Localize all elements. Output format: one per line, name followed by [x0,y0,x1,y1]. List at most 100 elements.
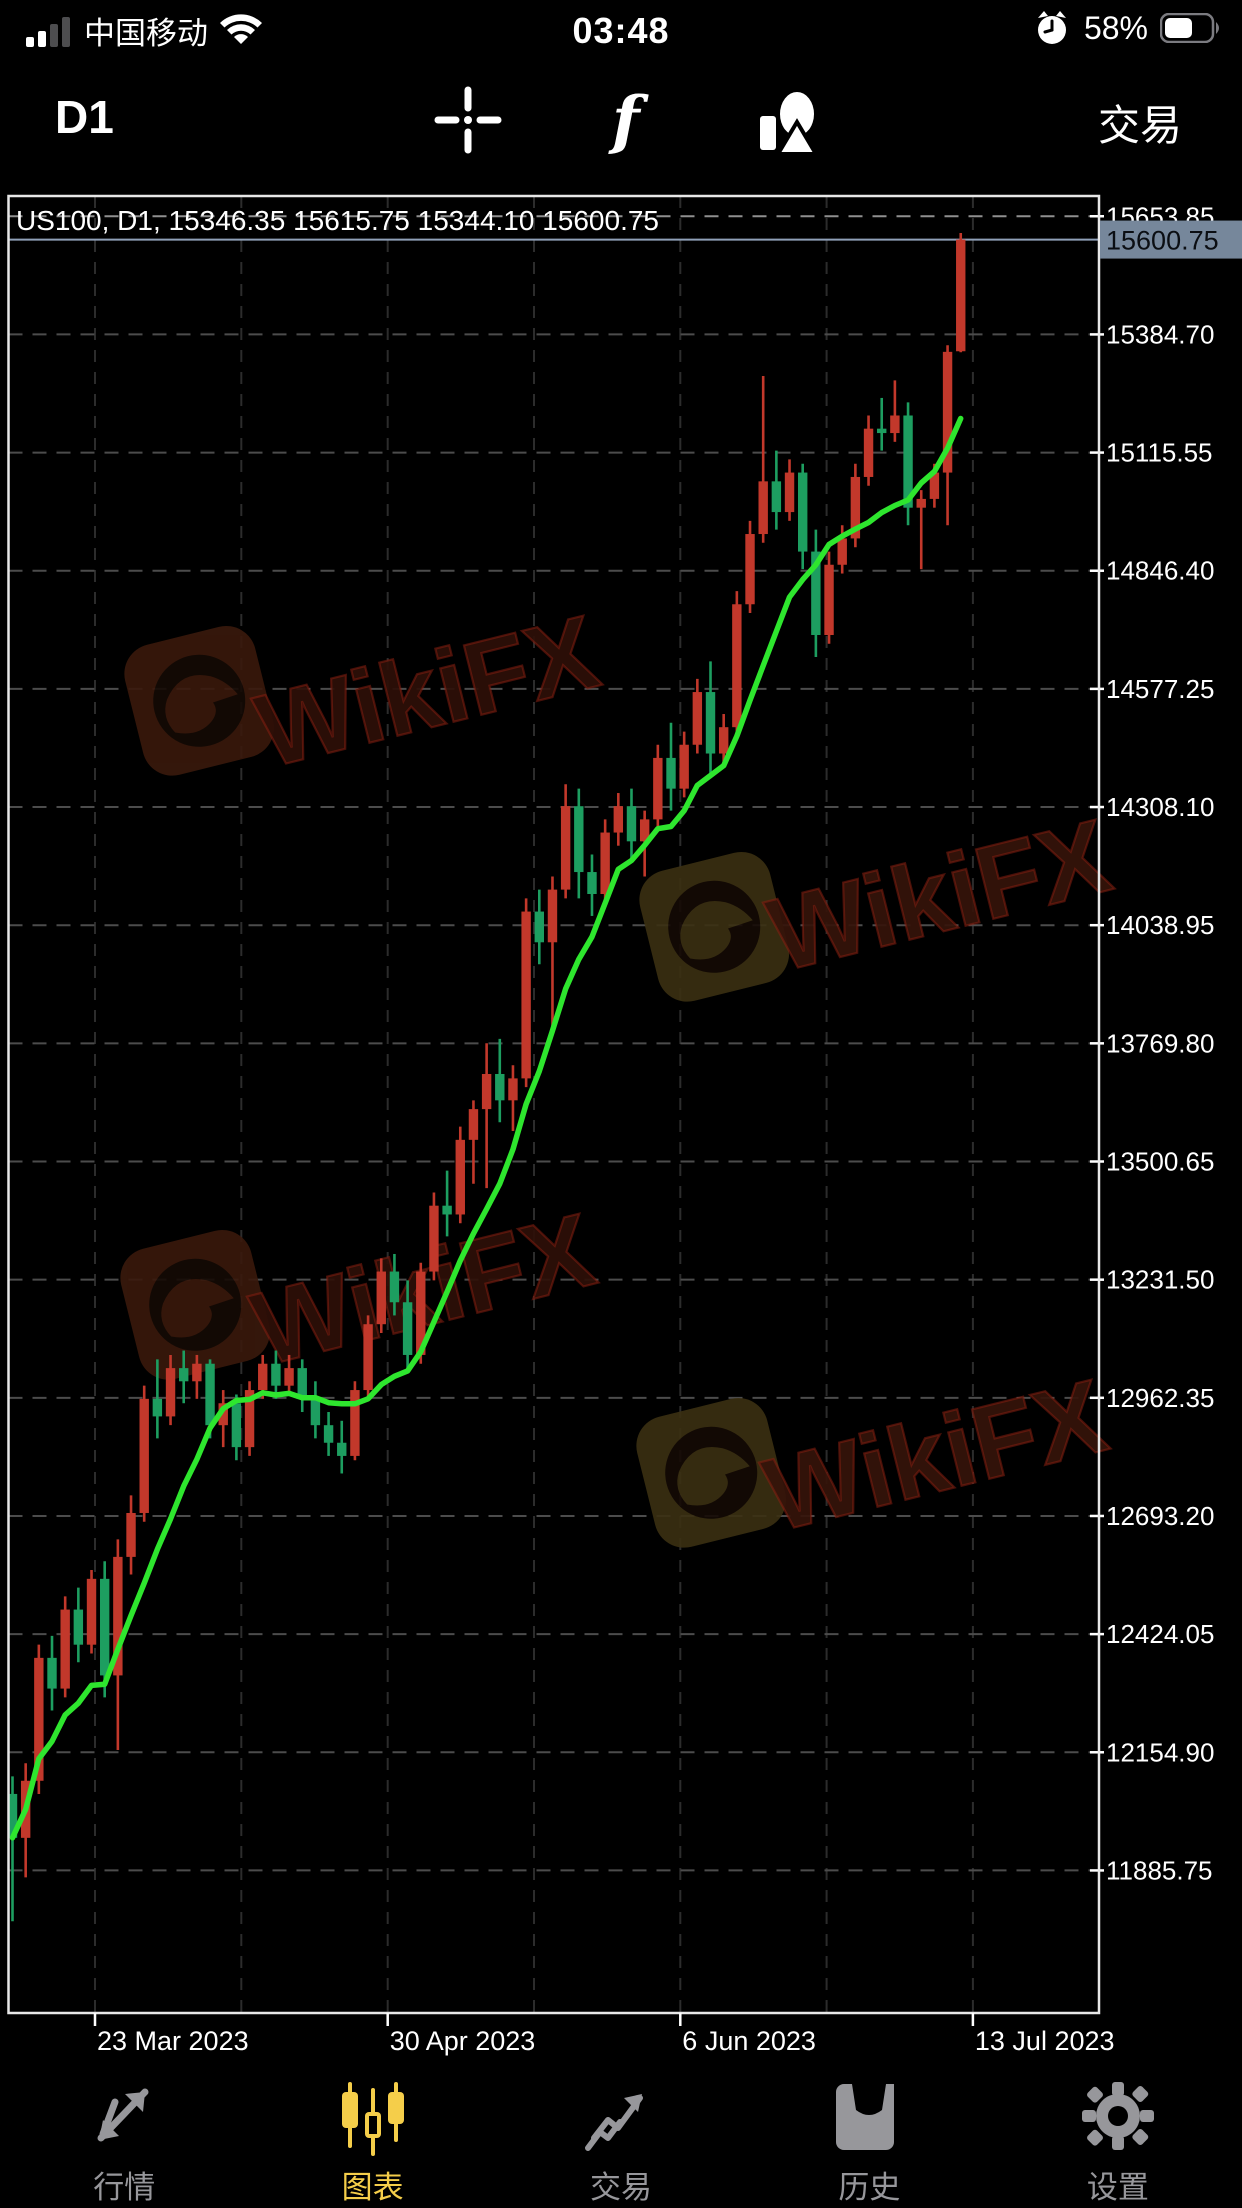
x-axis-label: 13 Jul 2023 [975,2026,1115,2056]
candle-body [877,428,887,434]
tab-quotes[interactable]: 行情 [0,2062,248,2208]
candle-body [508,1078,518,1101]
bottom-tab-bar: 行情 图表 交易 [0,2062,1242,2208]
y-axis-label: 15384.70 [1106,319,1214,349]
candle-body [165,1368,176,1417]
status-bar: 中国移动 03:48 58% [0,0,1242,60]
y-axis-label: 14846.40 [1106,556,1214,586]
candle-body [376,1271,386,1325]
y-axis-label: 13769.80 [1106,1028,1214,1058]
plot-border [7,194,1101,2015]
candle-body [718,727,729,754]
candle-body [890,415,900,434]
tab-trade[interactable]: 交易 [497,2062,745,2208]
candle-body [639,819,650,842]
candle-body [402,1302,413,1355]
candle-body [60,1609,70,1689]
candle-body [416,1271,426,1355]
candle-body [587,872,597,895]
candle-body [429,1205,439,1272]
tab-settings[interactable]: 设置 [994,2062,1242,2208]
candle-body [929,472,940,499]
candle-body [455,1139,465,1215]
candle-body [495,1073,505,1101]
y-axis-label: 11885.75 [1106,1855,1213,1885]
candle-body [600,832,610,895]
y-axis-label: 13500.65 [1106,1147,1214,1177]
candle-body [73,1609,84,1645]
watermark-text: WikiFX [758,798,1122,994]
candle-body [745,534,755,605]
candle-body [323,1425,334,1443]
candle-body [863,428,874,477]
candle-body [653,757,663,820]
candle-body [824,564,834,635]
trade-button[interactable]: 交易 [1097,102,1182,149]
candle-body [99,1578,110,1676]
candle-body [363,1324,373,1391]
candle-body [784,472,795,513]
y-axis-label: 12693.20 [1106,1501,1214,1531]
candle-body [956,239,966,352]
candle-body [758,481,768,535]
candle-body [574,806,584,873]
y-axis-label: 15115.55 [1106,438,1213,468]
candle-body [34,1657,44,1781]
crosshair-icon[interactable] [430,82,506,158]
objects-icon[interactable] [750,82,830,158]
candle-body [560,806,571,890]
timeframe-button[interactable]: D1 [55,91,114,143]
carrier-label: 中国移动 [84,16,208,51]
x-axis-label: 6 Jun 2023 [682,2026,816,2056]
candle-body [903,415,913,508]
tab-quotes-label: 行情 [93,2170,156,2205]
candle-body [442,1205,452,1215]
candle-body [547,889,558,943]
tab-charts-label: 图表 [341,2170,404,2205]
candle-body [534,911,544,943]
watermark-logo [120,1229,271,1380]
candle-body [297,1368,307,1399]
candle-body [218,1403,228,1426]
charts-icon [341,2082,404,2156]
candle-body [152,1398,163,1417]
battery-percent-label: 58% [1083,9,1148,46]
candle-body [468,1109,479,1140]
candle-body [310,1398,321,1426]
y-axis-label: 12962.35 [1106,1383,1214,1413]
candle-body [231,1403,242,1448]
candle-body [613,806,624,833]
signal-bars-icon [26,16,70,47]
candle-body [139,1398,149,1513]
watermark-logo [636,1397,787,1548]
wifi-icon [220,13,262,44]
settings-icon [1081,2082,1154,2150]
indicators-icon[interactable]: f [590,82,666,158]
history-icon [836,2084,895,2150]
y-axis-label: 14038.95 [1106,910,1214,940]
candle-body [679,744,689,789]
candle-body [337,1442,347,1456]
x-axis-label: 23 Mar 2023 [97,2026,249,2056]
candle-body [126,1512,136,1557]
tab-settings-label: 设置 [1086,2170,1149,2205]
ma-line [9,415,964,1841]
watermark-text: WikiFX [246,594,610,790]
status-time: 03:48 [572,10,670,51]
candle-body [811,551,821,635]
tab-history-label: 历史 [838,2170,901,2205]
candle-body [47,1657,57,1689]
watermark-logo [639,851,790,1002]
candle-body [850,476,861,539]
tab-charts[interactable]: 图表 [248,2062,496,2208]
y-axis-label: 12424.05 [1106,1619,1214,1649]
candle-body [481,1073,492,1110]
battery-icon [1160,13,1219,43]
watermark-logo [124,625,275,776]
watermark-text: WikiFX [754,1358,1118,1554]
candle-body [205,1363,215,1426]
svg-text:f: f [608,83,649,158]
tab-history[interactable]: 历史 [745,2062,993,2208]
candle-body [705,692,716,754]
